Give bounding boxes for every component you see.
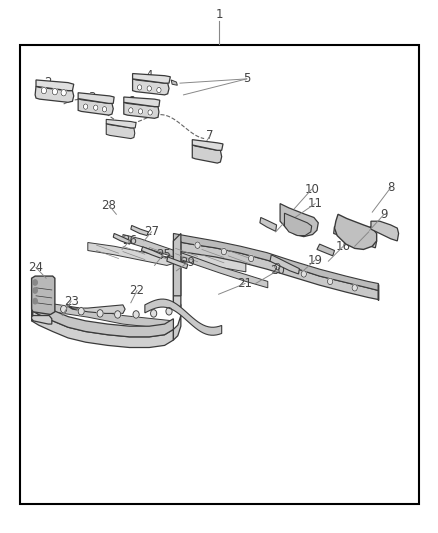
- Circle shape: [45, 303, 51, 311]
- Text: 26: 26: [122, 235, 137, 247]
- Text: 25: 25: [155, 248, 170, 261]
- Circle shape: [133, 311, 139, 318]
- Circle shape: [194, 242, 200, 248]
- Polygon shape: [124, 102, 159, 118]
- Text: 27: 27: [144, 225, 159, 238]
- Circle shape: [83, 104, 88, 109]
- Polygon shape: [173, 233, 378, 290]
- Polygon shape: [78, 99, 113, 115]
- Polygon shape: [173, 241, 378, 300]
- Circle shape: [221, 248, 226, 255]
- Polygon shape: [132, 74, 170, 83]
- Circle shape: [128, 108, 133, 113]
- Polygon shape: [269, 255, 299, 274]
- Text: 21: 21: [237, 277, 252, 290]
- Text: 8: 8: [386, 181, 393, 194]
- Polygon shape: [68, 305, 125, 313]
- Polygon shape: [32, 300, 173, 337]
- Circle shape: [148, 110, 152, 115]
- Circle shape: [274, 263, 279, 270]
- Text: 22: 22: [129, 284, 144, 297]
- Text: 7: 7: [205, 130, 213, 142]
- Text: 19: 19: [307, 254, 322, 266]
- Circle shape: [33, 288, 37, 293]
- Text: 13: 13: [360, 225, 375, 238]
- Polygon shape: [78, 93, 114, 103]
- Circle shape: [114, 311, 120, 318]
- Polygon shape: [145, 299, 221, 335]
- Text: 23: 23: [64, 295, 78, 308]
- Bar: [20, 45, 418, 504]
- Text: 12: 12: [281, 211, 296, 224]
- Circle shape: [137, 85, 141, 90]
- Circle shape: [78, 308, 84, 315]
- Text: 6: 6: [127, 95, 134, 108]
- Text: 9: 9: [379, 208, 387, 221]
- Polygon shape: [106, 119, 136, 128]
- Circle shape: [52, 88, 57, 95]
- Polygon shape: [171, 80, 177, 85]
- Text: 10: 10: [304, 183, 318, 196]
- Polygon shape: [32, 316, 52, 324]
- Polygon shape: [334, 214, 376, 249]
- Text: 2: 2: [43, 76, 51, 89]
- Polygon shape: [279, 204, 318, 237]
- Text: 16: 16: [335, 240, 350, 253]
- Polygon shape: [36, 80, 74, 91]
- Polygon shape: [192, 145, 221, 163]
- Circle shape: [248, 255, 253, 262]
- Circle shape: [60, 305, 67, 313]
- Polygon shape: [53, 304, 173, 329]
- Text: 11: 11: [307, 197, 322, 210]
- Polygon shape: [166, 257, 187, 269]
- Polygon shape: [123, 235, 267, 288]
- Polygon shape: [173, 241, 180, 306]
- Circle shape: [61, 90, 66, 96]
- Text: 24: 24: [28, 261, 43, 274]
- Circle shape: [33, 298, 37, 304]
- Text: 4: 4: [145, 69, 153, 82]
- Polygon shape: [333, 227, 376, 248]
- Polygon shape: [192, 140, 223, 150]
- Text: 5: 5: [243, 72, 250, 85]
- Polygon shape: [131, 225, 148, 236]
- Polygon shape: [141, 247, 162, 259]
- Polygon shape: [35, 86, 74, 102]
- Polygon shape: [370, 221, 398, 241]
- Polygon shape: [88, 243, 245, 272]
- Polygon shape: [173, 296, 180, 340]
- Text: 1: 1: [215, 9, 223, 21]
- Text: 29: 29: [180, 256, 195, 269]
- Polygon shape: [113, 233, 131, 244]
- Polygon shape: [132, 79, 169, 95]
- Circle shape: [351, 285, 357, 291]
- Text: 28: 28: [101, 199, 116, 212]
- Circle shape: [156, 87, 161, 93]
- Polygon shape: [32, 276, 55, 314]
- Polygon shape: [106, 124, 134, 139]
- Polygon shape: [32, 310, 173, 348]
- Polygon shape: [259, 217, 276, 231]
- Text: 20: 20: [269, 264, 284, 277]
- Circle shape: [327, 278, 332, 285]
- Polygon shape: [124, 97, 159, 107]
- Circle shape: [97, 310, 103, 317]
- Circle shape: [93, 105, 98, 110]
- Circle shape: [150, 310, 156, 317]
- Circle shape: [41, 87, 46, 94]
- Circle shape: [138, 109, 142, 114]
- Circle shape: [33, 280, 37, 285]
- Circle shape: [300, 271, 306, 277]
- Circle shape: [147, 86, 151, 91]
- Circle shape: [102, 107, 106, 112]
- Polygon shape: [316, 244, 334, 256]
- Circle shape: [166, 308, 172, 315]
- Polygon shape: [284, 213, 311, 236]
- Polygon shape: [173, 233, 180, 296]
- Text: 3: 3: [88, 91, 95, 103]
